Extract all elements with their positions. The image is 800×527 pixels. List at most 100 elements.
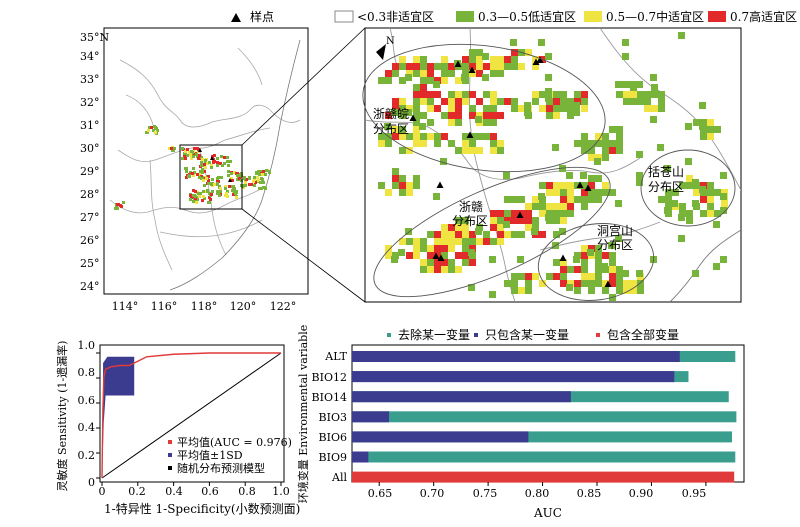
- suitability-cell: [219, 187, 222, 190]
- suitability-cell: [602, 182, 609, 189]
- suitability-cell: [413, 182, 420, 189]
- suitability-cell: [720, 172, 727, 179]
- suitability-cell: [199, 192, 202, 195]
- bar-x-tick: 0.95: [682, 487, 707, 500]
- suitability-cell: [588, 245, 595, 252]
- suitability-cell: [602, 280, 609, 287]
- suitability-cell: [455, 238, 462, 245]
- suitability-cell: [517, 256, 524, 263]
- suitability-cell: [462, 231, 469, 238]
- suitability-cell: [609, 189, 616, 196]
- province-boundary: [149, 159, 173, 271]
- sample-point-icon: [584, 184, 592, 191]
- suitability-cell: [700, 196, 707, 203]
- suitability-cell: [699, 186, 706, 193]
- roc-y-tick-labels: 0 0.2 0.4 0.6 0.8 1.0: [78, 339, 96, 489]
- bar-category-label: BIO14: [312, 391, 347, 404]
- suitability-cell: [259, 181, 262, 184]
- bar-x-tick-labels: 0.65 0.70 0.75 0.80 0.85 0.90 0.95: [368, 487, 707, 500]
- suitability-cell: [392, 70, 399, 77]
- province-boundary: [119, 59, 301, 128]
- suitability-cell: [713, 263, 720, 270]
- suitability-cell: [259, 170, 262, 173]
- suitability-cell: [629, 81, 636, 88]
- suitability-cell: [172, 149, 175, 152]
- suitability-cell: [420, 98, 427, 105]
- suitability-cell: [378, 77, 385, 84]
- suitability-cell: [455, 224, 462, 231]
- suitability-cell: [235, 196, 238, 199]
- sample-point-icon: [516, 211, 524, 218]
- suitability-cell: [581, 133, 588, 140]
- roc-y-tick: 0: [88, 476, 95, 489]
- suitability-cell: [434, 140, 441, 147]
- suitability-cell: [413, 133, 420, 140]
- suitability-cell: [207, 201, 210, 204]
- suitability-cell: [441, 133, 448, 140]
- region-label-line: 分布区: [648, 180, 684, 194]
- suitability-cell: [220, 155, 223, 158]
- suitability-cell: [427, 133, 434, 140]
- sample-point-icon: [436, 181, 444, 188]
- coastline: [169, 39, 301, 291]
- suitability-cell: [406, 252, 413, 259]
- suitability-cell: [490, 112, 497, 119]
- suitability-cell: [196, 196, 199, 199]
- suitability-cell: [511, 105, 518, 112]
- suitability-cell: [581, 196, 588, 203]
- suitability-cell: [567, 196, 574, 203]
- suitability-cell: [532, 203, 539, 210]
- suitability-cell: [384, 123, 391, 130]
- suitability-cell: [122, 201, 125, 204]
- suitability-cell: [707, 203, 714, 210]
- suitability-cell: [616, 140, 623, 147]
- suitability-cell: [224, 185, 227, 188]
- suitability-cell: [441, 56, 448, 63]
- suitability-cell: [216, 157, 219, 160]
- bar-only-variable: [352, 451, 369, 463]
- suitability-cell: [399, 189, 406, 196]
- suitability-cell: [511, 273, 518, 280]
- roc-random-line: [101, 352, 282, 479]
- suitability-cell: [455, 266, 462, 273]
- suitability-cell: [567, 189, 574, 196]
- suitability-cell: [188, 151, 191, 154]
- suitability-cell: [441, 70, 448, 77]
- suitability-cell: [511, 210, 518, 217]
- suitability-cell: [413, 238, 420, 245]
- suitability-cell: [476, 238, 483, 245]
- suitability-cell: [399, 126, 406, 133]
- suitability-cell: [173, 147, 176, 150]
- suitability-cell: [399, 98, 406, 105]
- suitability-cell: [448, 105, 455, 112]
- suitability-cell: [700, 182, 707, 189]
- suitability-cell: [623, 98, 630, 105]
- suitability-cell: [462, 238, 469, 245]
- suitability-cell: [574, 266, 581, 273]
- suitability-cell: [539, 91, 546, 98]
- suitability-cell: [644, 91, 651, 98]
- suitability-cell: [224, 194, 227, 197]
- roc-axis-ticks: [96, 352, 282, 486]
- suitability-cell: [455, 119, 462, 126]
- suitability-cell: [588, 196, 595, 203]
- suitability-cell: [189, 194, 192, 197]
- bar-category-labels: ALT BIO12 BIO14 BIO3 BIO6 BIO9 All: [312, 350, 348, 484]
- suitability-cell: [462, 217, 469, 224]
- suitability-cell: [194, 197, 197, 200]
- suitability-cell: [392, 105, 399, 112]
- suitability-cell: [581, 259, 588, 266]
- suitability-cell: [664, 207, 671, 214]
- suitability-cell: [441, 252, 448, 259]
- suitability-cell: [546, 203, 553, 210]
- suitability-cell: [637, 98, 644, 105]
- suitability-cell: [385, 112, 392, 119]
- suitability-cell: [566, 172, 573, 179]
- suitability-cell: [440, 158, 447, 165]
- suitability-cell: [378, 133, 385, 140]
- suitability-cell: [567, 112, 574, 119]
- suitability-cell: [636, 172, 643, 179]
- suitability-cell: [581, 273, 588, 280]
- suitability-cell: [525, 224, 532, 231]
- suitability-cell: [210, 164, 213, 167]
